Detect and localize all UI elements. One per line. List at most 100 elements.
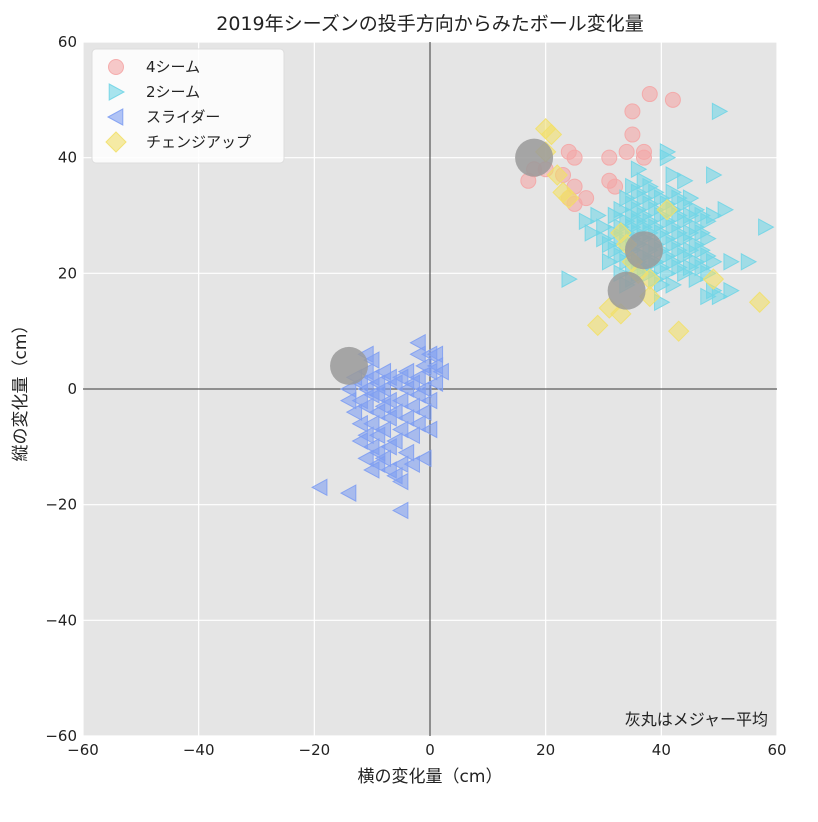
slider-point <box>339 380 357 398</box>
legend-box <box>91 48 285 164</box>
slider-point <box>415 380 432 398</box>
two-seam-point <box>665 276 682 294</box>
chart-title: 2019年シーズンの投手方向からみたボール変化量 <box>216 13 643 35</box>
mlb-average-point <box>607 271 646 310</box>
slider-point <box>392 472 409 491</box>
slider-point <box>392 391 409 410</box>
slider-point <box>386 403 403 421</box>
slider-point <box>363 351 380 369</box>
legend-marker <box>105 131 127 153</box>
legend-label: チェンジアップ <box>146 133 251 151</box>
two-seam-point <box>706 166 723 184</box>
y-tick-label: 40 <box>58 149 77 167</box>
y-tick-label: −20 <box>45 496 77 514</box>
two-seam-point <box>584 224 601 242</box>
series-group <box>311 333 449 520</box>
slider-point <box>403 455 420 474</box>
four-seam-point <box>566 149 583 166</box>
x-tick-label: 0 <box>425 741 435 759</box>
slider-point <box>397 362 415 381</box>
y-tick-labels: −60 −40 −20 0 20 40 60 <box>45 33 77 745</box>
legend-label: 2シーム <box>146 83 200 101</box>
legend-label: スライダー <box>146 108 220 126</box>
changeup-point <box>558 187 580 209</box>
y-axis-label: 縦の変化量（cm） <box>11 317 31 462</box>
changeup-point <box>702 268 725 290</box>
two-seam-point <box>711 102 729 121</box>
y-tick-label: 60 <box>58 33 77 51</box>
four-seam-point <box>607 178 624 195</box>
slider-point <box>311 478 328 497</box>
series-group <box>330 138 663 385</box>
two-seam-point <box>677 171 694 190</box>
four-seam-point <box>601 149 618 166</box>
mlb-average-point <box>330 346 369 385</box>
slider-point <box>420 420 438 439</box>
changeup-point <box>748 291 771 313</box>
changeup-point <box>656 199 678 221</box>
slider-point <box>420 391 438 410</box>
four-seam-point <box>624 126 641 143</box>
slider-point <box>426 345 444 364</box>
legend-marker <box>106 108 124 126</box>
x-axis-label: 横の変化量（cm） <box>358 767 503 787</box>
two-seam-point <box>659 143 677 161</box>
y-tick-label: −40 <box>45 611 77 629</box>
slider-point <box>392 420 409 439</box>
slider-point <box>357 397 374 416</box>
two-seam-point <box>596 218 613 236</box>
legend-marker <box>108 59 124 75</box>
slider-point <box>415 449 432 468</box>
slider-point <box>363 414 380 433</box>
two-seam-point <box>723 252 740 271</box>
slider-point <box>386 432 403 450</box>
changeup-point <box>546 164 568 186</box>
slider-point <box>409 333 426 352</box>
y-tick-label: −60 <box>45 727 77 745</box>
x-tick-label: −20 <box>299 741 331 759</box>
slider-point <box>374 420 392 439</box>
slider-point <box>409 368 426 387</box>
mlb-average-point <box>515 138 554 177</box>
slider-point <box>403 397 420 416</box>
slider-point <box>357 449 374 468</box>
slider-point <box>397 409 415 427</box>
changeup-point <box>540 123 563 146</box>
data-points <box>311 86 775 520</box>
slider-point <box>426 374 444 393</box>
x-tick-label: 40 <box>652 741 671 759</box>
x-tick-label: 60 <box>767 741 786 759</box>
four-seam-point <box>578 190 595 207</box>
y-tick-label: 20 <box>58 264 77 282</box>
annotation-mlb-average: 灰丸はメジャー平均 <box>625 710 768 729</box>
two-seam-point <box>711 287 729 306</box>
two-seam-point <box>706 252 723 271</box>
changeup-point <box>587 314 609 337</box>
slider-point <box>397 443 415 462</box>
slider-point <box>415 403 432 421</box>
four-seam-point <box>624 103 641 120</box>
x-tick-labels: −60 −40 −20 0 20 40 60 <box>67 741 786 759</box>
four-seam-point <box>664 91 681 108</box>
slider-point <box>392 501 409 520</box>
slider-point <box>403 426 420 445</box>
x-tick-label: −60 <box>67 741 99 759</box>
slider-point <box>374 449 392 468</box>
four-seam-point <box>635 149 652 166</box>
two-seam-point <box>723 281 740 300</box>
x-tick-label: 20 <box>536 741 555 759</box>
slider-point <box>339 484 357 502</box>
mlb-average-point <box>624 231 663 270</box>
x-tick-label: −40 <box>183 741 215 759</box>
legend-label: 4シーム <box>146 58 200 76</box>
legend-marker <box>108 83 126 101</box>
slider-point <box>374 380 392 398</box>
two-seam-point <box>740 252 758 271</box>
two-seam-point <box>561 270 578 288</box>
slider-point <box>432 362 449 381</box>
two-seam-point <box>706 206 723 225</box>
two-seam-point <box>758 218 775 236</box>
